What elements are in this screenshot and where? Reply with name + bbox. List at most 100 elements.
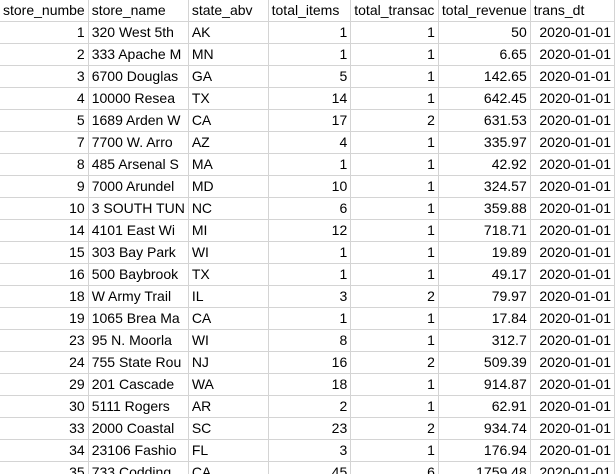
cell-store-number[interactable]: 7 bbox=[0, 131, 89, 154]
cell-total-transactions[interactable]: 1 bbox=[350, 21, 439, 44]
cell-total-revenue[interactable]: 79.97 bbox=[438, 285, 531, 308]
cell-store-number[interactable]: 23 bbox=[0, 329, 89, 352]
cell-total-items[interactable]: 14 bbox=[268, 87, 352, 110]
cell-trans-dt[interactable]: 2020-01-01 bbox=[530, 263, 615, 286]
cell-store-number[interactable]: 9 bbox=[0, 175, 89, 198]
cell-total-transactions[interactable]: 1 bbox=[350, 197, 439, 220]
cell-store-number[interactable]: 10 bbox=[0, 197, 89, 220]
cell-state-abv[interactable]: WI bbox=[188, 241, 269, 264]
cell-total-revenue[interactable]: 50 bbox=[438, 21, 531, 44]
cell-total-revenue[interactable]: 509.39 bbox=[438, 351, 531, 374]
cell-total-items[interactable]: 10 bbox=[268, 175, 352, 198]
cell-total-items[interactable]: 3 bbox=[268, 439, 352, 462]
cell-total-revenue[interactable]: 312.7 bbox=[438, 329, 531, 352]
cell-total-revenue[interactable]: 142.65 bbox=[438, 65, 531, 88]
cell-total-revenue[interactable]: 1759.48 bbox=[438, 461, 531, 474]
cell-total-items[interactable]: 16 bbox=[268, 351, 352, 374]
cell-store-number[interactable]: 33 bbox=[0, 417, 89, 440]
cell-store-name[interactable]: 7000 Arundel bbox=[88, 175, 189, 198]
cell-store-number[interactable]: 5 bbox=[0, 109, 89, 132]
cell-state-abv[interactable]: IL bbox=[188, 285, 269, 308]
cell-total-revenue[interactable]: 17.84 bbox=[438, 307, 531, 330]
cell-total-transactions[interactable]: 1 bbox=[350, 373, 439, 396]
cell-total-revenue[interactable]: 642.45 bbox=[438, 87, 531, 110]
cell-store-name[interactable]: 1065 Brea Ma bbox=[88, 307, 189, 330]
cell-total-items[interactable]: 1 bbox=[268, 43, 352, 66]
cell-total-transactions[interactable]: 2 bbox=[350, 417, 439, 440]
cell-store-name[interactable]: 3 SOUTH TUN bbox=[88, 197, 189, 220]
cell-trans-dt[interactable]: 2020-01-01 bbox=[530, 439, 615, 462]
cell-state-abv[interactable]: MI bbox=[188, 219, 269, 242]
cell-store-number[interactable]: 1 bbox=[0, 21, 89, 44]
cell-store-number[interactable]: 8 bbox=[0, 153, 89, 176]
header-cell-store-number[interactable]: store_numbe bbox=[0, 0, 89, 22]
cell-store-number[interactable]: 30 bbox=[0, 395, 89, 418]
cell-total-revenue[interactable]: 324.57 bbox=[438, 175, 531, 198]
cell-store-number[interactable]: 15 bbox=[0, 241, 89, 264]
header-cell-state-abv[interactable]: state_abv bbox=[188, 0, 269, 22]
cell-total-revenue[interactable]: 631.53 bbox=[438, 109, 531, 132]
cell-total-revenue[interactable]: 718.71 bbox=[438, 219, 531, 242]
cell-total-items[interactable]: 1 bbox=[268, 241, 352, 264]
cell-trans-dt[interactable]: 2020-01-01 bbox=[530, 307, 615, 330]
cell-trans-dt[interactable]: 2020-01-01 bbox=[530, 87, 615, 110]
cell-state-abv[interactable]: FL bbox=[188, 439, 269, 462]
cell-total-items[interactable]: 3 bbox=[268, 285, 352, 308]
cell-state-abv[interactable]: TX bbox=[188, 87, 269, 110]
cell-state-abv[interactable]: MA bbox=[188, 153, 269, 176]
cell-trans-dt[interactable]: 2020-01-01 bbox=[530, 241, 615, 264]
cell-total-revenue[interactable]: 176.94 bbox=[438, 439, 531, 462]
cell-total-revenue[interactable]: 6.65 bbox=[438, 43, 531, 66]
cell-store-name[interactable]: 7700 W. Arro bbox=[88, 131, 189, 154]
cell-store-number[interactable]: 19 bbox=[0, 307, 89, 330]
cell-store-number[interactable]: 24 bbox=[0, 351, 89, 374]
cell-store-name[interactable]: 485 Arsenal S bbox=[88, 153, 189, 176]
cell-total-transactions[interactable]: 2 bbox=[350, 109, 439, 132]
cell-store-name[interactable]: 755 State Rou bbox=[88, 351, 189, 374]
cell-trans-dt[interactable]: 2020-01-01 bbox=[530, 351, 615, 374]
cell-trans-dt[interactable]: 2020-01-01 bbox=[530, 21, 615, 44]
cell-state-abv[interactable]: MN bbox=[188, 43, 269, 66]
cell-total-items[interactable]: 1 bbox=[268, 21, 352, 44]
cell-store-number[interactable]: 4 bbox=[0, 87, 89, 110]
cell-total-transactions[interactable]: 1 bbox=[350, 131, 439, 154]
cell-store-name[interactable]: 1689 Arden W bbox=[88, 109, 189, 132]
cell-total-transactions[interactable]: 1 bbox=[350, 153, 439, 176]
cell-total-items[interactable]: 8 bbox=[268, 329, 352, 352]
cell-store-number[interactable]: 29 bbox=[0, 373, 89, 396]
cell-total-transactions[interactable]: 1 bbox=[350, 329, 439, 352]
cell-total-items[interactable]: 45 bbox=[268, 461, 352, 474]
cell-trans-dt[interactable]: 2020-01-01 bbox=[530, 131, 615, 154]
cell-total-transactions[interactable]: 1 bbox=[350, 43, 439, 66]
cell-state-abv[interactable]: SC bbox=[188, 417, 269, 440]
cell-store-number[interactable]: 18 bbox=[0, 285, 89, 308]
cell-trans-dt[interactable]: 2020-01-01 bbox=[530, 153, 615, 176]
cell-store-name[interactable]: 23106 Fashio bbox=[88, 439, 189, 462]
cell-trans-dt[interactable]: 2020-01-01 bbox=[530, 461, 615, 474]
cell-total-revenue[interactable]: 914.87 bbox=[438, 373, 531, 396]
cell-total-items[interactable]: 4 bbox=[268, 131, 352, 154]
header-cell-total-revenue[interactable]: total_revenue bbox=[438, 0, 531, 22]
cell-trans-dt[interactable]: 2020-01-01 bbox=[530, 43, 615, 66]
cell-store-name[interactable]: 500 Baybrook bbox=[88, 263, 189, 286]
cell-state-abv[interactable]: WA bbox=[188, 373, 269, 396]
cell-state-abv[interactable]: WI bbox=[188, 329, 269, 352]
cell-state-abv[interactable]: GA bbox=[188, 65, 269, 88]
cell-total-transactions[interactable]: 1 bbox=[350, 263, 439, 286]
cell-total-revenue[interactable]: 19.89 bbox=[438, 241, 531, 264]
cell-total-items[interactable]: 1 bbox=[268, 153, 352, 176]
cell-total-revenue[interactable]: 359.88 bbox=[438, 197, 531, 220]
header-cell-total-transactions[interactable]: total_transac bbox=[350, 0, 439, 22]
cell-total-items[interactable]: 17 bbox=[268, 109, 352, 132]
cell-total-revenue[interactable]: 42.92 bbox=[438, 153, 531, 176]
cell-total-transactions[interactable]: 2 bbox=[350, 351, 439, 374]
cell-store-number[interactable]: 14 bbox=[0, 219, 89, 242]
cell-state-abv[interactable]: TX bbox=[188, 263, 269, 286]
cell-store-number[interactable]: 35 bbox=[0, 461, 89, 474]
header-cell-trans-dt[interactable]: trans_dt bbox=[530, 0, 615, 22]
cell-store-name[interactable]: 6700 Douglas bbox=[88, 65, 189, 88]
cell-total-items[interactable]: 6 bbox=[268, 197, 352, 220]
cell-total-items[interactable]: 2 bbox=[268, 395, 352, 418]
cell-trans-dt[interactable]: 2020-01-01 bbox=[530, 219, 615, 242]
cell-state-abv[interactable]: AK bbox=[188, 21, 269, 44]
